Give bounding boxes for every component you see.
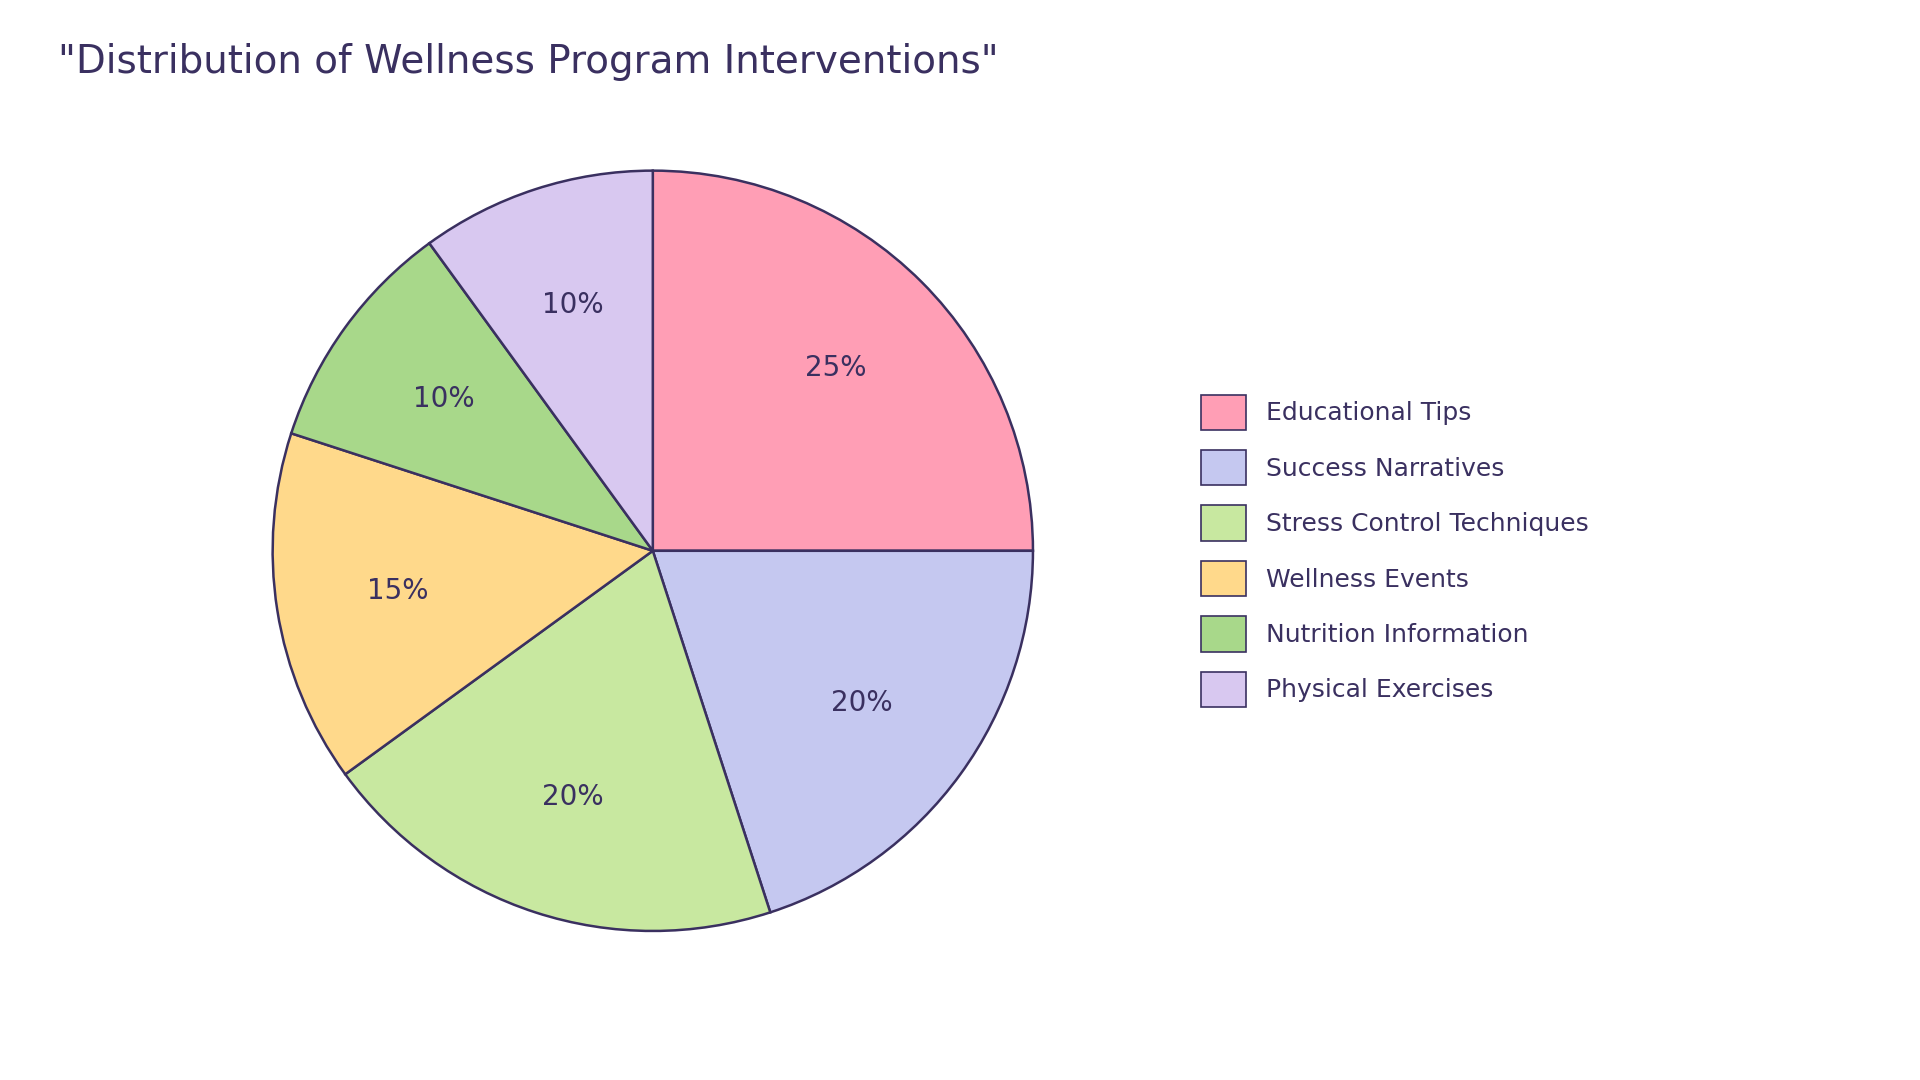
Text: 15%: 15%	[367, 577, 428, 605]
Wedge shape	[346, 551, 770, 931]
Wedge shape	[653, 551, 1033, 913]
Wedge shape	[273, 433, 653, 774]
Wedge shape	[653, 171, 1033, 551]
Text: 20%: 20%	[831, 689, 893, 717]
Text: 10%: 10%	[413, 384, 474, 413]
Wedge shape	[430, 171, 653, 551]
Wedge shape	[292, 243, 653, 551]
Legend: Educational Tips, Success Narratives, Stress Control Techniques, Wellness Events: Educational Tips, Success Narratives, St…	[1188, 382, 1601, 719]
Text: "Distribution of Wellness Program Interventions": "Distribution of Wellness Program Interv…	[58, 43, 998, 81]
Text: 25%: 25%	[804, 354, 866, 382]
Text: 10%: 10%	[541, 291, 603, 319]
Text: 20%: 20%	[541, 783, 603, 811]
